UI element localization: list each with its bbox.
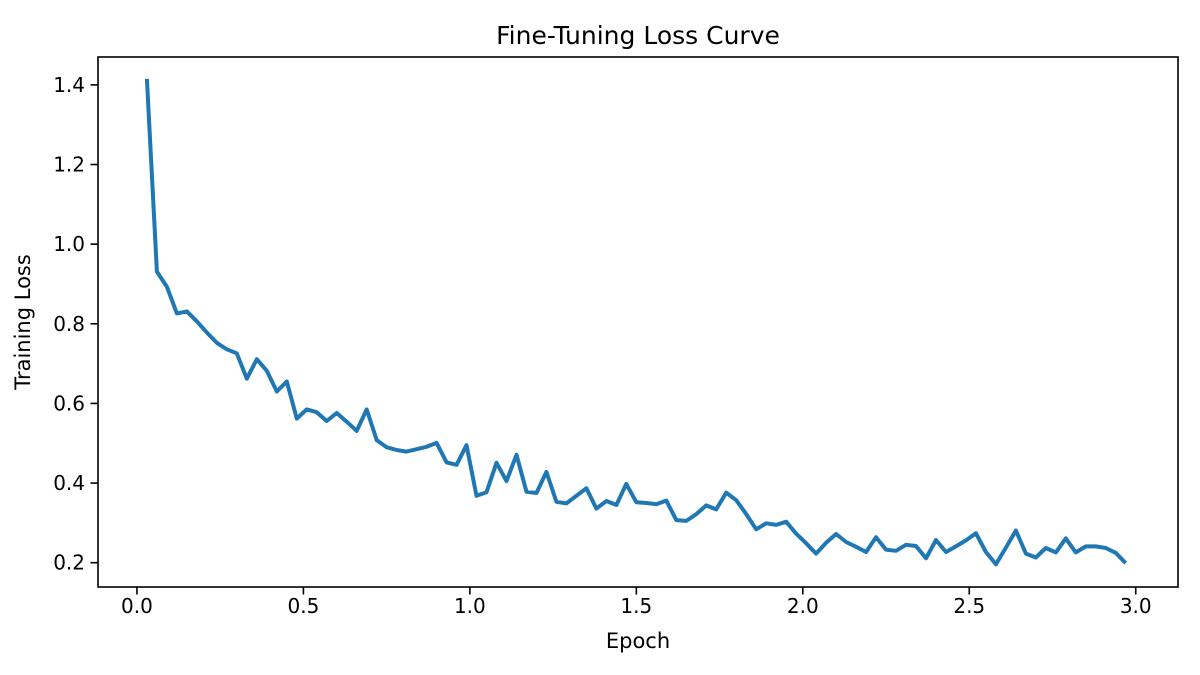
y-axis-label: Training Loss <box>11 254 35 391</box>
x-tick-label: 3.0 <box>1120 594 1152 618</box>
y-axis-ticks: 0.2 0.4 0.6 0.8 1.0 1.2 1.4 <box>53 73 98 575</box>
y-tick-label: 0.2 <box>53 551 85 575</box>
plot-frame <box>97 56 1179 588</box>
x-tick-label: 0.5 <box>288 594 320 618</box>
x-axis-label: Epoch <box>606 629 670 653</box>
y-tick-label: 1.0 <box>53 232 85 256</box>
x-tick-label: 1.0 <box>454 594 486 618</box>
x-tick-label: 0.0 <box>121 594 153 618</box>
y-tick-label: 1.4 <box>53 73 85 97</box>
x-tick-label: 2.0 <box>787 594 819 618</box>
training-loss-line <box>144 78 1128 567</box>
x-axis-ticks: 0.0 0.5 1.0 1.5 2.0 2.5 3.0 <box>121 587 1152 618</box>
y-tick-label: 0.8 <box>53 312 85 336</box>
y-tick-label: 1.2 <box>53 153 85 177</box>
y-tick-label: 0.6 <box>53 391 85 415</box>
x-tick-label: 1.5 <box>620 594 652 618</box>
x-tick-label: 2.5 <box>953 594 985 618</box>
y-tick-label: 0.4 <box>53 471 85 495</box>
chart-title: Fine-Tuning Loss Curve <box>496 21 780 50</box>
